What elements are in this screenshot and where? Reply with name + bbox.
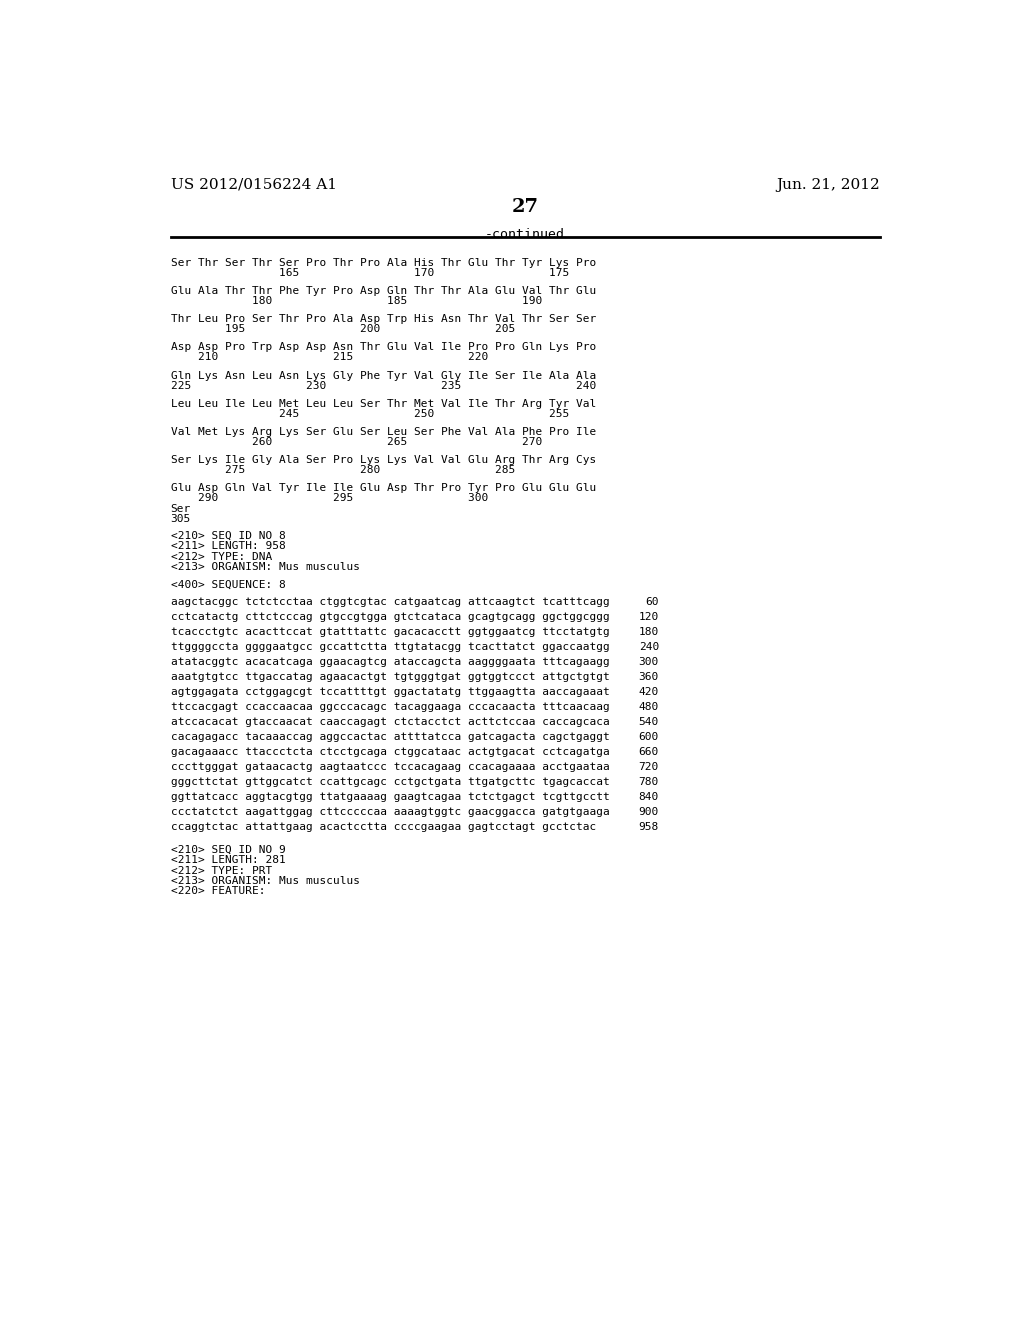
Text: 120: 120 [639, 612, 658, 622]
Text: <210> SEQ ID NO 8: <210> SEQ ID NO 8 [171, 531, 286, 541]
Text: gacagaaacc ttaccctcta ctcctgcaga ctggcataac actgtgacat cctcagatga: gacagaaacc ttaccctcta ctcctgcaga ctggcat… [171, 747, 609, 758]
Text: 780: 780 [639, 777, 658, 787]
Text: 245                 250                 255: 245 250 255 [171, 409, 569, 418]
Text: <212> TYPE: PRT: <212> TYPE: PRT [171, 866, 272, 875]
Text: 290                 295                 300: 290 295 300 [171, 492, 487, 503]
Text: Asp Asp Pro Trp Asp Asp Asn Thr Glu Val Ile Pro Pro Gln Lys Pro: Asp Asp Pro Trp Asp Asp Asn Thr Glu Val … [171, 342, 596, 352]
Text: 360: 360 [639, 672, 658, 682]
Text: 275                 280                 285: 275 280 285 [171, 465, 515, 475]
Text: 27: 27 [511, 198, 539, 216]
Text: 240: 240 [639, 642, 658, 652]
Text: 180: 180 [639, 627, 658, 638]
Text: cacagagacc tacaaaccag aggccactac attttatcca gatcagacta cagctgaggt: cacagagacc tacaaaccag aggccactac attttat… [171, 733, 609, 742]
Text: Glu Ala Thr Thr Phe Tyr Pro Asp Gln Thr Thr Ala Glu Val Thr Glu: Glu Ala Thr Thr Phe Tyr Pro Asp Gln Thr … [171, 286, 596, 296]
Text: ccctatctct aagattggag cttcccccaa aaaagtggtc gaacggacca gatgtgaaga: ccctatctct aagattggag cttcccccaa aaaagtg… [171, 807, 609, 817]
Text: Val Met Lys Arg Lys Ser Glu Ser Leu Ser Phe Val Ala Phe Pro Ile: Val Met Lys Arg Lys Ser Glu Ser Leu Ser … [171, 426, 596, 437]
Text: 540: 540 [639, 717, 658, 727]
Text: 305: 305 [171, 515, 190, 524]
Text: 660: 660 [639, 747, 658, 758]
Text: <213> ORGANISM: Mus musculus: <213> ORGANISM: Mus musculus [171, 876, 359, 886]
Text: 720: 720 [639, 762, 658, 772]
Text: -continued: -continued [484, 227, 565, 240]
Text: cccttgggat gataacactg aagtaatccc tccacagaag ccacagaaaa acctgaataa: cccttgggat gataacactg aagtaatccc tccacag… [171, 762, 609, 772]
Text: Jun. 21, 2012: Jun. 21, 2012 [776, 178, 880, 191]
Text: <211> LENGTH: 281: <211> LENGTH: 281 [171, 855, 286, 865]
Text: <212> TYPE: DNA: <212> TYPE: DNA [171, 552, 272, 562]
Text: Ser Thr Ser Thr Ser Pro Thr Pro Ala His Thr Glu Thr Tyr Lys Pro: Ser Thr Ser Thr Ser Pro Thr Pro Ala His … [171, 259, 596, 268]
Text: 60: 60 [645, 597, 658, 607]
Text: 900: 900 [639, 807, 658, 817]
Text: <400> SEQUENCE: 8: <400> SEQUENCE: 8 [171, 579, 286, 590]
Text: US 2012/0156224 A1: US 2012/0156224 A1 [171, 178, 337, 191]
Text: tcaccctgtc acacttccat gtatttattc gacacacctt ggtggaatcg ttcctatgtg: tcaccctgtc acacttccat gtatttattc gacacac… [171, 627, 609, 638]
Text: ggttatcacc aggtacgtgg ttatgaaaag gaagtcagaa tctctgagct tcgttgcctt: ggttatcacc aggtacgtgg ttatgaaaag gaagtca… [171, 792, 609, 803]
Text: atccacacat gtaccaacat caaccagagt ctctacctct acttctccaa caccagcaca: atccacacat gtaccaacat caaccagagt ctctacc… [171, 717, 609, 727]
Text: 210                 215                 220: 210 215 220 [171, 352, 487, 363]
Text: 600: 600 [639, 733, 658, 742]
Text: <211> LENGTH: 958: <211> LENGTH: 958 [171, 541, 286, 552]
Text: 420: 420 [639, 686, 658, 697]
Text: ttggggccta ggggaatgcc gccattctta ttgtatacgg tcacttatct ggaccaatgg: ttggggccta ggggaatgcc gccattctta ttgtata… [171, 642, 609, 652]
Text: 840: 840 [639, 792, 658, 803]
Text: 958: 958 [639, 822, 658, 832]
Text: aaatgtgtcc ttgaccatag agaacactgt tgtgggtgat ggtggtccct attgctgtgt: aaatgtgtcc ttgaccatag agaacactgt tgtgggt… [171, 672, 609, 682]
Text: 165                 170                 175: 165 170 175 [171, 268, 569, 279]
Text: <210> SEQ ID NO 9: <210> SEQ ID NO 9 [171, 845, 286, 855]
Text: cctcatactg cttctcccag gtgccgtgga gtctcataca gcagtgcagg ggctggcggg: cctcatactg cttctcccag gtgccgtgga gtctcat… [171, 612, 609, 622]
Text: 225                 230                 235                 240: 225 230 235 240 [171, 380, 596, 391]
Text: 260                 265                 270: 260 265 270 [171, 437, 542, 446]
Text: gggcttctat gttggcatct ccattgcagc cctgctgata ttgatgcttc tgagcaccat: gggcttctat gttggcatct ccattgcagc cctgctg… [171, 777, 609, 787]
Text: ccaggtctac attattgaag acactcctta ccccgaagaa gagtcctagt gcctctac: ccaggtctac attattgaag acactcctta ccccgaa… [171, 822, 596, 832]
Text: 300: 300 [639, 657, 658, 667]
Text: atatacggtc acacatcaga ggaacagtcg ataccagcta aaggggaata tttcagaagg: atatacggtc acacatcaga ggaacagtcg ataccag… [171, 657, 609, 667]
Text: <213> ORGANISM: Mus musculus: <213> ORGANISM: Mus musculus [171, 562, 359, 573]
Text: Gln Lys Asn Leu Asn Lys Gly Phe Tyr Val Gly Ile Ser Ile Ala Ala: Gln Lys Asn Leu Asn Lys Gly Phe Tyr Val … [171, 371, 596, 380]
Text: <220> FEATURE:: <220> FEATURE: [171, 887, 265, 896]
Text: Leu Leu Ile Leu Met Leu Leu Ser Thr Met Val Ile Thr Arg Tyr Val: Leu Leu Ile Leu Met Leu Leu Ser Thr Met … [171, 399, 596, 409]
Text: Thr Leu Pro Ser Thr Pro Ala Asp Trp His Asn Thr Val Thr Ser Ser: Thr Leu Pro Ser Thr Pro Ala Asp Trp His … [171, 314, 596, 325]
Text: Ser: Ser [171, 504, 190, 513]
Text: 180                 185                 190: 180 185 190 [171, 296, 542, 306]
Text: ttccacgagt ccaccaacaa ggcccacagc tacaggaaga cccacaacta tttcaacaag: ttccacgagt ccaccaacaa ggcccacagc tacagga… [171, 702, 609, 711]
Text: Glu Asp Gln Val Tyr Ile Ile Glu Asp Thr Pro Tyr Pro Glu Glu Glu: Glu Asp Gln Val Tyr Ile Ile Glu Asp Thr … [171, 483, 596, 492]
Text: 480: 480 [639, 702, 658, 711]
Text: agtggagata cctggagcgt tccattttgt ggactatatg ttggaagtta aaccagaaat: agtggagata cctggagcgt tccattttgt ggactat… [171, 686, 609, 697]
Text: 195                 200                 205: 195 200 205 [171, 325, 515, 334]
Text: aagctacggc tctctcctaa ctggtcgtac catgaatcag attcaagtct tcatttcagg: aagctacggc tctctcctaa ctggtcgtac catgaat… [171, 597, 609, 607]
Text: Ser Lys Ile Gly Ala Ser Pro Lys Lys Val Val Glu Arg Thr Arg Cys: Ser Lys Ile Gly Ala Ser Pro Lys Lys Val … [171, 455, 596, 465]
